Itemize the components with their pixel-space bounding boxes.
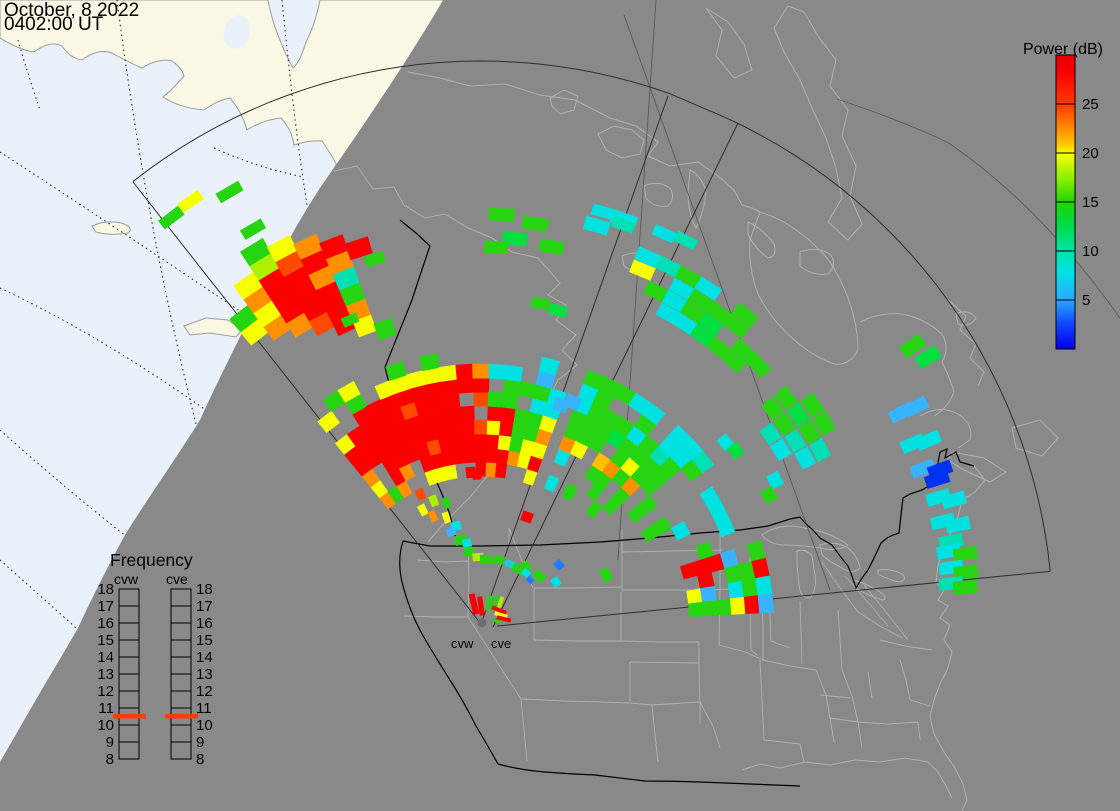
svg-text:15: 15 [97,632,114,649]
svg-text:17: 17 [196,598,213,615]
svg-text:0402:00 UT: 0402:00 UT [4,14,104,35]
svg-text:9: 9 [196,734,204,751]
svg-text:Power (dB): Power (dB) [1023,41,1103,58]
svg-text:cvw: cvw [451,636,474,651]
svg-text:14: 14 [97,649,114,666]
svg-text:12: 12 [196,683,213,700]
svg-text:13: 13 [196,666,213,683]
svg-text:14: 14 [196,649,213,666]
svg-text:18: 18 [196,581,213,598]
svg-text:10: 10 [97,717,114,734]
svg-text:25: 25 [1082,96,1099,113]
svg-text:cve: cve [491,636,511,651]
svg-text:8: 8 [106,751,114,768]
svg-text:18: 18 [97,581,114,598]
svg-text:cve: cve [166,571,188,587]
svg-text:October, 8 2022: October, 8 2022 [4,0,139,21]
svg-text:Frequency: Frequency [110,550,193,570]
svg-text:5: 5 [1082,292,1090,309]
svg-text:10: 10 [1082,243,1099,260]
svg-text:17: 17 [97,598,114,615]
svg-text:10: 10 [196,717,213,734]
svg-text:11: 11 [98,700,114,717]
svg-text:12: 12 [97,683,114,700]
svg-text:8: 8 [196,751,204,768]
svg-text:20: 20 [1082,145,1099,162]
svg-text:cvw: cvw [114,571,139,587]
svg-text:15: 15 [1082,194,1099,211]
svg-text:16: 16 [97,615,114,632]
svg-text:15: 15 [196,632,213,649]
svg-text:11: 11 [196,700,212,717]
svg-text:16: 16 [196,615,213,632]
svg-text:13: 13 [97,666,114,683]
svg-text:9: 9 [106,734,114,751]
